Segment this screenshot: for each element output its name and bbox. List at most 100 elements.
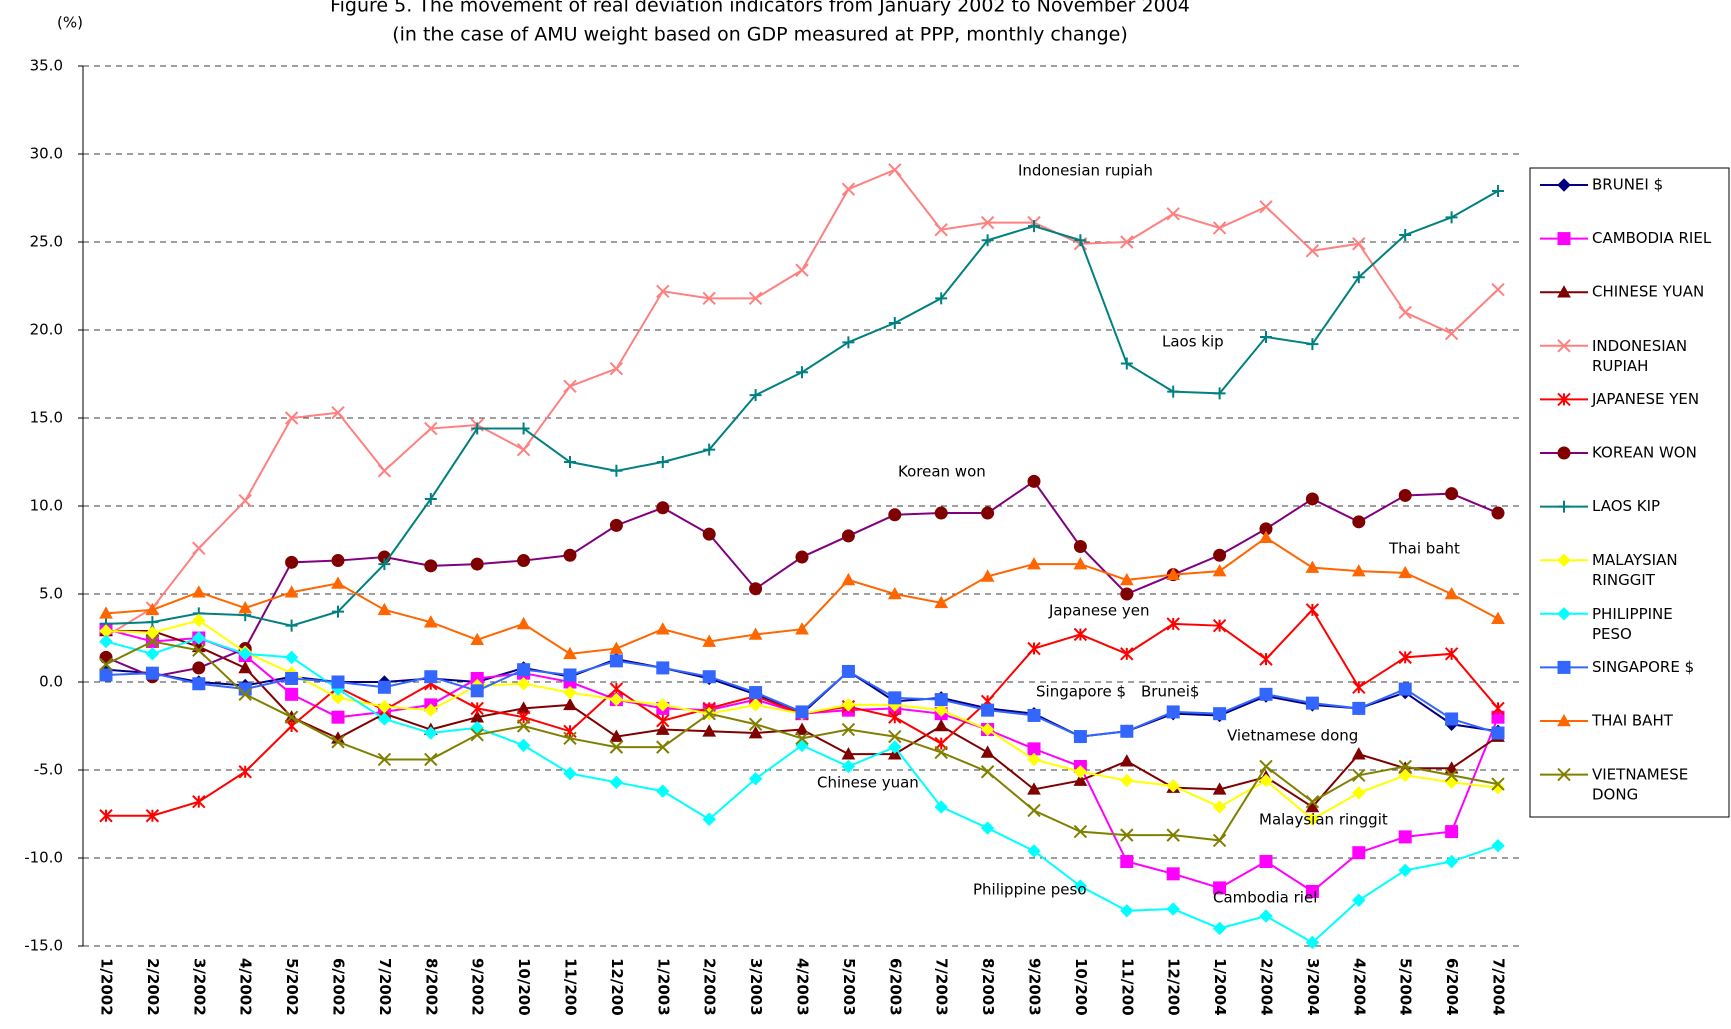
marker xyxy=(1212,782,1227,795)
y-tick-label: 35.0 xyxy=(30,57,63,75)
marker xyxy=(841,182,856,196)
marker xyxy=(145,666,159,680)
marker xyxy=(888,691,902,705)
x-tick-label: 6/2002 xyxy=(330,958,348,1016)
marker xyxy=(331,735,345,749)
marker xyxy=(1028,220,1040,233)
series-line xyxy=(105,479,1499,678)
x-tick-label: 9/2002 xyxy=(469,958,487,1016)
marker xyxy=(1166,705,1180,719)
marker xyxy=(1352,893,1366,907)
annotation: Vietnamese dong xyxy=(1227,727,1358,745)
chart-title: Figure 5. The movement of real deviation… xyxy=(330,0,1190,17)
marker xyxy=(934,222,948,237)
marker xyxy=(1213,881,1227,895)
marker xyxy=(192,631,206,645)
marker xyxy=(563,766,577,781)
x-tick-label: 4/2002 xyxy=(237,958,255,1016)
marker xyxy=(748,717,763,731)
marker xyxy=(1259,200,1273,214)
marker xyxy=(1212,833,1227,848)
x-tick-label: 1/2004 xyxy=(1211,958,1229,1016)
marker xyxy=(795,705,809,719)
marker xyxy=(331,576,345,589)
marker xyxy=(516,738,531,753)
marker xyxy=(1259,652,1273,666)
marker xyxy=(1027,708,1041,722)
marker xyxy=(981,234,994,247)
marker xyxy=(1557,285,1571,298)
marker xyxy=(1166,867,1180,881)
marker xyxy=(1351,564,1366,577)
x-tick-label: 2/2003 xyxy=(701,958,719,1016)
x-tick-label: 4/2003 xyxy=(794,958,812,1016)
marker xyxy=(1398,830,1412,844)
annotation: Indonesian rupiah xyxy=(1018,162,1153,180)
marker xyxy=(935,292,948,305)
marker xyxy=(841,664,855,678)
marker xyxy=(471,422,484,435)
x-tick-label: 3/2002 xyxy=(190,958,208,1016)
marker xyxy=(516,616,531,630)
marker xyxy=(332,605,344,618)
marker xyxy=(1558,500,1570,513)
marker xyxy=(1305,884,1319,898)
marker xyxy=(1074,234,1087,247)
marker xyxy=(1166,617,1180,631)
marker xyxy=(331,554,345,568)
x-tick-label: 8/2003 xyxy=(979,958,997,1016)
marker xyxy=(841,722,856,737)
marker xyxy=(99,634,113,649)
marker xyxy=(238,601,253,614)
marker xyxy=(1445,211,1458,224)
marker xyxy=(1027,844,1041,858)
marker xyxy=(238,765,252,779)
marker xyxy=(609,654,623,668)
marker xyxy=(1305,812,1320,826)
x-tick-label: 3/2004 xyxy=(1304,958,1322,1016)
marker xyxy=(1305,794,1320,809)
marker xyxy=(192,661,206,675)
legend-box xyxy=(1529,167,1730,818)
marker xyxy=(1260,331,1272,344)
legend-label: BRUNEI $ xyxy=(1592,176,1663,194)
marker xyxy=(145,809,160,823)
marker xyxy=(1259,855,1273,869)
marker xyxy=(749,389,762,402)
marker xyxy=(1119,754,1134,767)
marker xyxy=(284,411,299,425)
marker xyxy=(1491,726,1505,740)
marker xyxy=(1027,474,1041,488)
marker xyxy=(1557,446,1571,460)
marker xyxy=(1398,863,1412,878)
y-tick-label: 5.0 xyxy=(39,585,63,603)
annotation: Laos kip xyxy=(1162,333,1224,351)
marker xyxy=(1306,338,1319,351)
marker xyxy=(795,731,809,746)
marker xyxy=(655,622,670,635)
x-tick-label: 9/2003 xyxy=(1026,958,1044,1016)
marker xyxy=(1305,603,1320,617)
marker xyxy=(238,494,252,508)
marker xyxy=(1557,178,1571,192)
marker xyxy=(748,291,763,306)
marker xyxy=(1119,572,1134,586)
marker xyxy=(1120,855,1134,869)
x-tick-label: 6/2003 xyxy=(886,958,904,1016)
marker xyxy=(238,647,252,661)
marker xyxy=(1305,696,1319,710)
marker xyxy=(331,675,345,689)
marker xyxy=(1398,759,1412,774)
marker xyxy=(1120,828,1134,842)
x-tick-label: 12/200 xyxy=(1165,958,1183,1016)
marker xyxy=(749,686,763,700)
marker xyxy=(749,582,763,596)
marker xyxy=(331,710,345,724)
marker xyxy=(1444,854,1459,869)
annotation: Thai baht xyxy=(1388,540,1460,558)
marker xyxy=(702,527,716,541)
marker xyxy=(1491,282,1505,297)
marker xyxy=(99,606,113,619)
marker xyxy=(1166,828,1180,842)
marker xyxy=(609,729,624,742)
